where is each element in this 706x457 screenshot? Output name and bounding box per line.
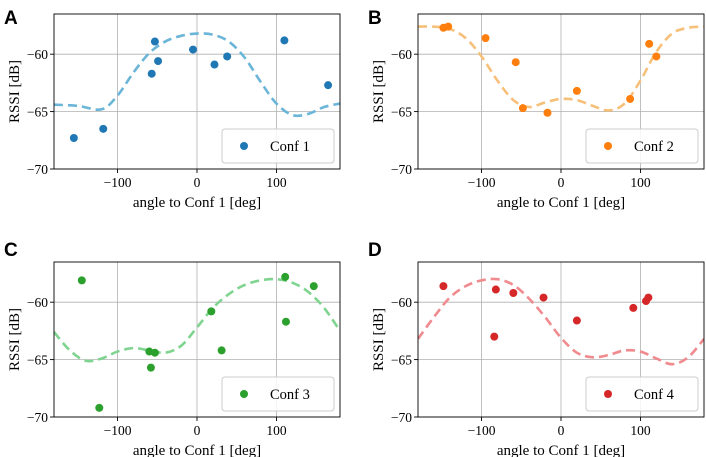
- legend-label: Conf 2: [634, 139, 674, 155]
- data-point: [154, 57, 163, 66]
- y-tick-label: −60: [27, 47, 48, 62]
- data-point: [147, 69, 156, 78]
- legend: Conf 1: [221, 128, 335, 164]
- data-point: [150, 348, 159, 357]
- data-point: [77, 276, 86, 285]
- y-tick-label: −65: [391, 105, 412, 120]
- legend: Conf 2: [585, 128, 699, 164]
- data-point: [644, 293, 653, 302]
- data-point: [210, 60, 219, 69]
- y-tick-label: −70: [391, 410, 412, 425]
- y-tick-label: −60: [391, 47, 412, 62]
- panel-c: C −100 0 100 −70 −65 −60 angle to Conf 1 [deg] R…: [4, 240, 341, 457]
- y-axis-label: RSSI [dB]: [7, 60, 23, 123]
- fit-curve: [418, 277, 704, 366]
- legend-box: [221, 376, 335, 412]
- y-tick-label: −60: [27, 295, 48, 310]
- data-point: [223, 52, 232, 61]
- data-point: [324, 81, 333, 90]
- legend-marker: [604, 142, 612, 150]
- data-point: [511, 58, 520, 67]
- data-point: [509, 289, 518, 297]
- panel-d: D −100 0 100 −70 −65 −60 angle to Conf 1 [deg] R…: [368, 240, 705, 457]
- data-point: [652, 52, 661, 61]
- x-tick-label: 0: [558, 175, 565, 190]
- data-point: [280, 36, 289, 45]
- data-point: [69, 134, 78, 142]
- x-axis-label: angle to Conf 1 [deg]: [497, 195, 625, 211]
- legend-box: [221, 128, 335, 164]
- x-tick-label: −100: [104, 175, 132, 190]
- data-point: [207, 307, 216, 316]
- y-tick-label: −60: [391, 295, 412, 310]
- legend-label: Conf 3: [270, 387, 310, 403]
- panel-a: A −100 0 100 −70 −65 −60 angle to Conf 1 [deg] R…: [4, 8, 341, 211]
- data-point: [189, 45, 198, 54]
- legend: Conf 3: [221, 376, 335, 412]
- data-point: [99, 124, 108, 133]
- panel-label: B: [368, 8, 382, 29]
- x-tick-label: 100: [630, 423, 651, 438]
- legend-box: [585, 376, 699, 412]
- data-point: [439, 282, 448, 291]
- legend-marker: [240, 142, 248, 150]
- y-axis-label: RSSI [dB]: [371, 60, 387, 123]
- y-tick-label: −65: [27, 105, 48, 120]
- panel-b: B −100 0 100 −70 −65 −60 angle to Conf 1 [deg] R…: [368, 8, 705, 211]
- legend-label: Conf 4: [634, 387, 675, 403]
- x-tick-label: 0: [558, 423, 565, 438]
- y-axis-label: RSSI [dB]: [7, 308, 23, 371]
- x-tick-label: 100: [266, 423, 287, 438]
- x-axis-label: angle to Conf 1 [deg]: [133, 195, 261, 211]
- x-tick-label: 0: [194, 175, 201, 190]
- data-point: [491, 285, 500, 294]
- data-point: [626, 94, 635, 103]
- legend-marker: [240, 390, 248, 398]
- panel-label: C: [4, 240, 18, 261]
- data-point: [309, 282, 318, 291]
- y-tick-label: −70: [27, 162, 48, 177]
- x-tick-label: −100: [468, 423, 496, 438]
- data-point: [217, 346, 226, 355]
- legend-marker: [604, 390, 612, 398]
- data-point: [645, 39, 654, 48]
- data-point: [490, 332, 499, 341]
- legend-label: Conf 1: [270, 139, 310, 155]
- x-tick-label: 100: [266, 175, 287, 190]
- y-tick-label: −70: [391, 162, 412, 177]
- x-axis-label: angle to Conf 1 [deg]: [133, 443, 261, 457]
- data-point: [539, 293, 548, 302]
- x-tick-label: −100: [468, 175, 496, 190]
- x-axis-label: angle to Conf 1 [deg]: [497, 443, 625, 457]
- y-tick-label: −65: [27, 353, 48, 368]
- data-point: [95, 403, 104, 412]
- data-point: [572, 86, 581, 95]
- legend: Conf 4: [585, 376, 699, 412]
- data-point: [572, 316, 581, 325]
- panel-label: D: [368, 240, 382, 261]
- data-point: [629, 303, 638, 312]
- data-point: [146, 363, 155, 372]
- fit-curve: [418, 25, 704, 112]
- panel-label: A: [4, 8, 18, 29]
- fit-curve: [54, 32, 340, 118]
- data-point: [281, 272, 290, 281]
- x-tick-label: 0: [194, 423, 201, 438]
- data-point: [444, 22, 453, 31]
- fit-curve: [54, 277, 340, 363]
- data-point: [518, 104, 527, 113]
- y-tick-label: −70: [27, 410, 48, 425]
- y-tick-label: −65: [391, 353, 412, 368]
- data-point: [281, 317, 290, 326]
- x-tick-label: 100: [630, 175, 651, 190]
- x-tick-label: −100: [104, 423, 132, 438]
- data-point: [481, 34, 490, 43]
- data-point: [543, 108, 552, 117]
- y-axis-label: RSSI [dB]: [371, 308, 387, 371]
- legend-box: [585, 128, 699, 164]
- data-point: [150, 37, 159, 46]
